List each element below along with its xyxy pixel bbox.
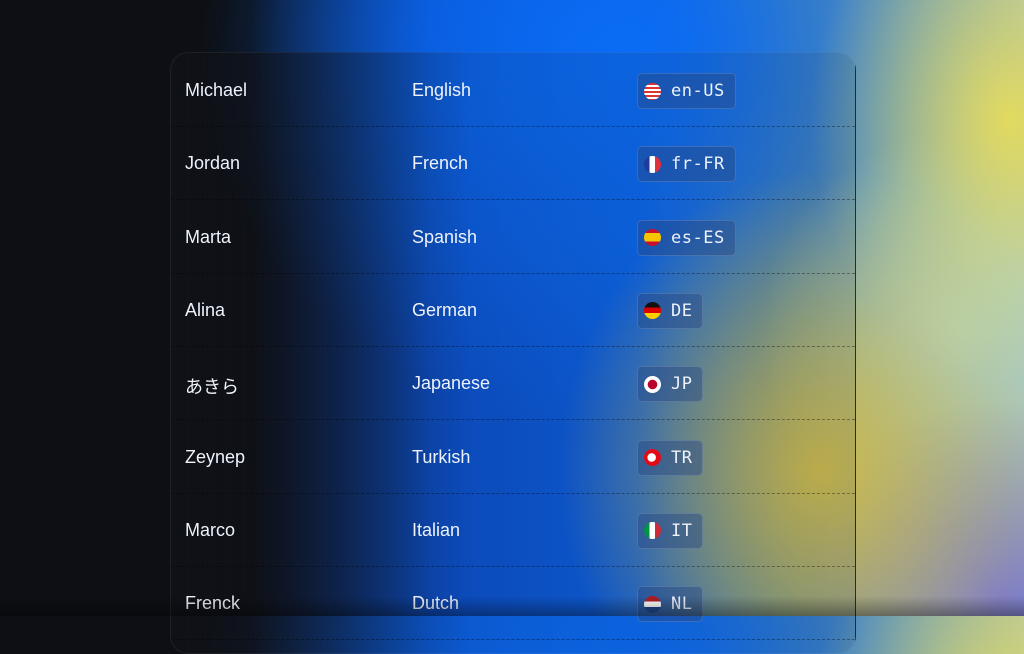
locale-code: TR xyxy=(671,447,693,468)
user-name: Michael xyxy=(185,80,248,100)
table-row[interactable]: あきら Japanese JP xyxy=(171,346,855,421)
language-name: Japanese xyxy=(412,373,491,394)
nl-flag-icon xyxy=(644,595,661,613)
user-name: Marco xyxy=(185,519,236,540)
table-row[interactable]: Alina German DE xyxy=(171,273,855,347)
locale-badge: DE xyxy=(637,292,704,329)
locale-code: fr-FR xyxy=(671,154,725,175)
language-name: French xyxy=(412,153,469,174)
locale-badge: en-US xyxy=(637,73,736,109)
language-name: Dutch xyxy=(412,593,459,614)
locale-badge: es-ES xyxy=(637,219,736,256)
locale-badge: TR xyxy=(637,439,704,476)
locale-code: JP xyxy=(671,374,693,395)
locale-badge: fr-FR xyxy=(637,146,736,183)
us-flag-icon xyxy=(644,82,661,100)
language-name: Turkish xyxy=(412,446,471,467)
locale-code: en-US xyxy=(671,81,725,101)
language-name: German xyxy=(412,299,478,320)
jp-flag-icon xyxy=(644,375,661,393)
table-row[interactable]: Marta Spanish es-ES xyxy=(171,200,855,274)
user-name: Marta xyxy=(185,226,232,247)
locale-code: es-ES xyxy=(671,227,725,248)
bottom-fade xyxy=(0,596,1024,616)
es-flag-icon xyxy=(644,229,661,247)
user-name: Zeynep xyxy=(185,446,246,467)
user-name: Jordan xyxy=(185,153,241,174)
language-table: Michael English en-US Jordan French fr-F… xyxy=(170,52,856,654)
table-row[interactable]: Marco Italian IT xyxy=(171,493,855,567)
locale-code: NL xyxy=(671,594,692,614)
language-name: Italian xyxy=(412,519,461,540)
locale-badge: JP xyxy=(637,366,704,403)
de-flag-icon xyxy=(644,302,661,320)
table-row[interactable]: Michael English en-US xyxy=(171,53,855,127)
language-name: Spanish xyxy=(412,226,478,247)
locale-code: DE xyxy=(671,300,693,321)
user-name: Frenck xyxy=(185,593,240,614)
locale-code: IT xyxy=(671,520,693,541)
table-row[interactable]: Zeynep Turkish TR xyxy=(171,420,855,494)
table-row[interactable]: Jordan French fr-FR xyxy=(171,126,855,201)
locale-badge: IT xyxy=(637,512,704,549)
language-name: English xyxy=(412,80,472,100)
it-flag-icon xyxy=(644,522,661,540)
fr-flag-icon xyxy=(644,155,661,173)
tr-flag-icon xyxy=(644,449,661,466)
user-name: あきら xyxy=(185,377,239,398)
user-name: Alina xyxy=(185,299,226,320)
